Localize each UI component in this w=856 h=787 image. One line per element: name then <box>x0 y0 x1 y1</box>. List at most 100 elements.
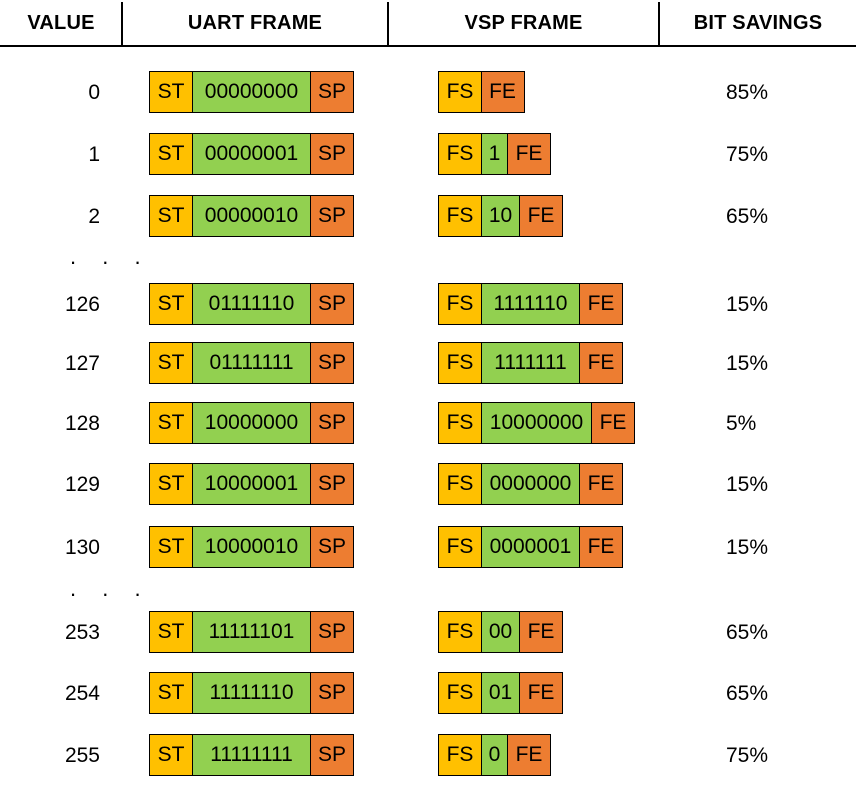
vsp-frame: FS 10 FE <box>438 195 563 237</box>
vsp-data-bits: 00 <box>480 611 521 653</box>
vsp-frame-start: FS <box>438 402 482 444</box>
vsp-frame-end: FE <box>519 672 563 714</box>
header-divider <box>658 2 660 46</box>
uart-data-bits: 00000001 <box>191 133 312 175</box>
uart-start-bit: ST <box>149 611 193 653</box>
value-label: 130 <box>64 536 100 559</box>
bit-savings-value: 15% <box>726 293 769 316</box>
ellipsis: . . . <box>70 244 151 269</box>
value-label: 0 <box>88 81 100 104</box>
uart-data-bits: 10000001 <box>191 463 312 505</box>
table-row: 255 ST 11111111 SP FS 0 FE 75% <box>0 734 856 778</box>
vsp-frame: FS 0000000 FE <box>438 463 623 505</box>
value-label: 253 <box>64 621 100 644</box>
vsp-frame: FS 10000000 FE <box>438 402 635 444</box>
value-label: 2 <box>88 205 100 228</box>
uart-frame: ST 01111110 SP <box>149 283 354 325</box>
vsp-frame-start: FS <box>438 672 482 714</box>
uart-data-bits: 10000010 <box>191 526 312 568</box>
uart-data-bits: 00000000 <box>191 71 312 113</box>
uart-frame: ST 10000000 SP <box>149 402 354 444</box>
table-row: 129 ST 10000001 SP FS 0000000 FE 15% <box>0 463 856 507</box>
uart-frame: ST 01111111 SP <box>149 342 354 384</box>
uart-frame: ST 00000010 SP <box>149 195 354 237</box>
uart-stop-bit: SP <box>310 463 354 505</box>
vsp-frame-start: FS <box>438 283 482 325</box>
uart-stop-bit: SP <box>310 195 354 237</box>
uart-stop-bit: SP <box>310 672 354 714</box>
table-row: 130 ST 10000010 SP FS 0000001 FE 15% <box>0 526 856 570</box>
vsp-frame-start: FS <box>438 526 482 568</box>
vsp-frame: FS 0 FE <box>438 734 551 776</box>
header-bit-savings: BIT SAVINGS <box>693 11 823 34</box>
vsp-data-bits: 0000000 <box>480 463 581 505</box>
vsp-frame: FS 1 FE <box>438 133 551 175</box>
uart-data-bits: 11111101 <box>191 611 312 653</box>
value-label: 126 <box>64 293 100 316</box>
uart-frame: ST 00000001 SP <box>149 133 354 175</box>
vsp-frame-start: FS <box>438 734 482 776</box>
uart-data-bits: 10000000 <box>191 402 312 444</box>
vsp-frame-end: FE <box>507 133 551 175</box>
table-row: 128 ST 10000000 SP FS 10000000 FE 5% <box>0 402 856 446</box>
uart-data-bits: 01111110 <box>191 283 312 325</box>
vsp-data-bits: 10 <box>480 195 521 237</box>
vsp-frame-end: FE <box>579 463 623 505</box>
vsp-frame-start: FS <box>438 463 482 505</box>
uart-start-bit: ST <box>149 402 193 444</box>
header-uart-frame: UART FRAME <box>187 11 323 34</box>
value-label: 128 <box>64 412 100 435</box>
uart-stop-bit: SP <box>310 133 354 175</box>
vsp-frame-end: FE <box>519 611 563 653</box>
bit-savings-value: 65% <box>726 205 769 228</box>
vsp-frame-end: FE <box>507 734 551 776</box>
vsp-data-bits: 10000000 <box>480 402 593 444</box>
vsp-data-bits: 01 <box>480 672 521 714</box>
vsp-data-bits: 1111110 <box>480 283 581 325</box>
bit-savings-value: 65% <box>726 682 769 705</box>
uart-start-bit: ST <box>149 734 193 776</box>
uart-data-bits: 01111111 <box>191 342 312 384</box>
vsp-frame-end: FE <box>579 283 623 325</box>
uart-frame: ST 10000010 SP <box>149 526 354 568</box>
uart-stop-bit: SP <box>310 611 354 653</box>
bit-savings-value: 15% <box>726 352 769 375</box>
uart-frame: ST 10000001 SP <box>149 463 354 505</box>
bit-savings-value: 65% <box>726 621 769 644</box>
uart-stop-bit: SP <box>310 402 354 444</box>
uart-start-bit: ST <box>149 71 193 113</box>
vsp-frame-end: FE <box>591 402 635 444</box>
vsp-frame-start: FS <box>438 71 482 113</box>
uart-start-bit: ST <box>149 195 193 237</box>
uart-start-bit: ST <box>149 283 193 325</box>
bit-savings-value: 5% <box>726 412 757 435</box>
bit-savings-value: 75% <box>726 744 769 767</box>
uart-stop-bit: SP <box>310 342 354 384</box>
bit-savings-value: 15% <box>726 536 769 559</box>
vsp-frame: FS 01 FE <box>438 672 563 714</box>
vsp-frame-end: FE <box>579 342 623 384</box>
value-label: 129 <box>64 473 100 496</box>
vsp-frame-start: FS <box>438 133 482 175</box>
vsp-frame: FS 1111110 FE <box>438 283 623 325</box>
table-row: 254 ST 11111110 SP FS 01 FE 65% <box>0 672 856 716</box>
uart-data-bits: 00000010 <box>191 195 312 237</box>
bit-savings-value: 15% <box>726 473 769 496</box>
vsp-data-bits: 0 <box>480 734 509 776</box>
uart-frame: ST 11111101 SP <box>149 611 354 653</box>
uart-stop-bit: SP <box>310 283 354 325</box>
uart-frame: ST 00000000 SP <box>149 71 354 113</box>
uart-stop-bit: SP <box>310 734 354 776</box>
uart-start-bit: ST <box>149 463 193 505</box>
uart-start-bit: ST <box>149 526 193 568</box>
table-row: 127 ST 01111111 SP FS 1111111 FE 15% <box>0 342 856 386</box>
header-value: VALUE <box>27 11 95 34</box>
vsp-data-bits: 1111111 <box>480 342 581 384</box>
table-row: 2 ST 00000010 SP FS 10 FE 65% <box>0 195 856 239</box>
vsp-frame: FS 0000001 FE <box>438 526 623 568</box>
vsp-frame-start: FS <box>438 195 482 237</box>
uart-frame: ST 11111111 SP <box>149 734 354 776</box>
vsp-frame: FS 1111111 FE <box>438 342 623 384</box>
uart-start-bit: ST <box>149 133 193 175</box>
uart-data-bits: 11111110 <box>191 672 312 714</box>
